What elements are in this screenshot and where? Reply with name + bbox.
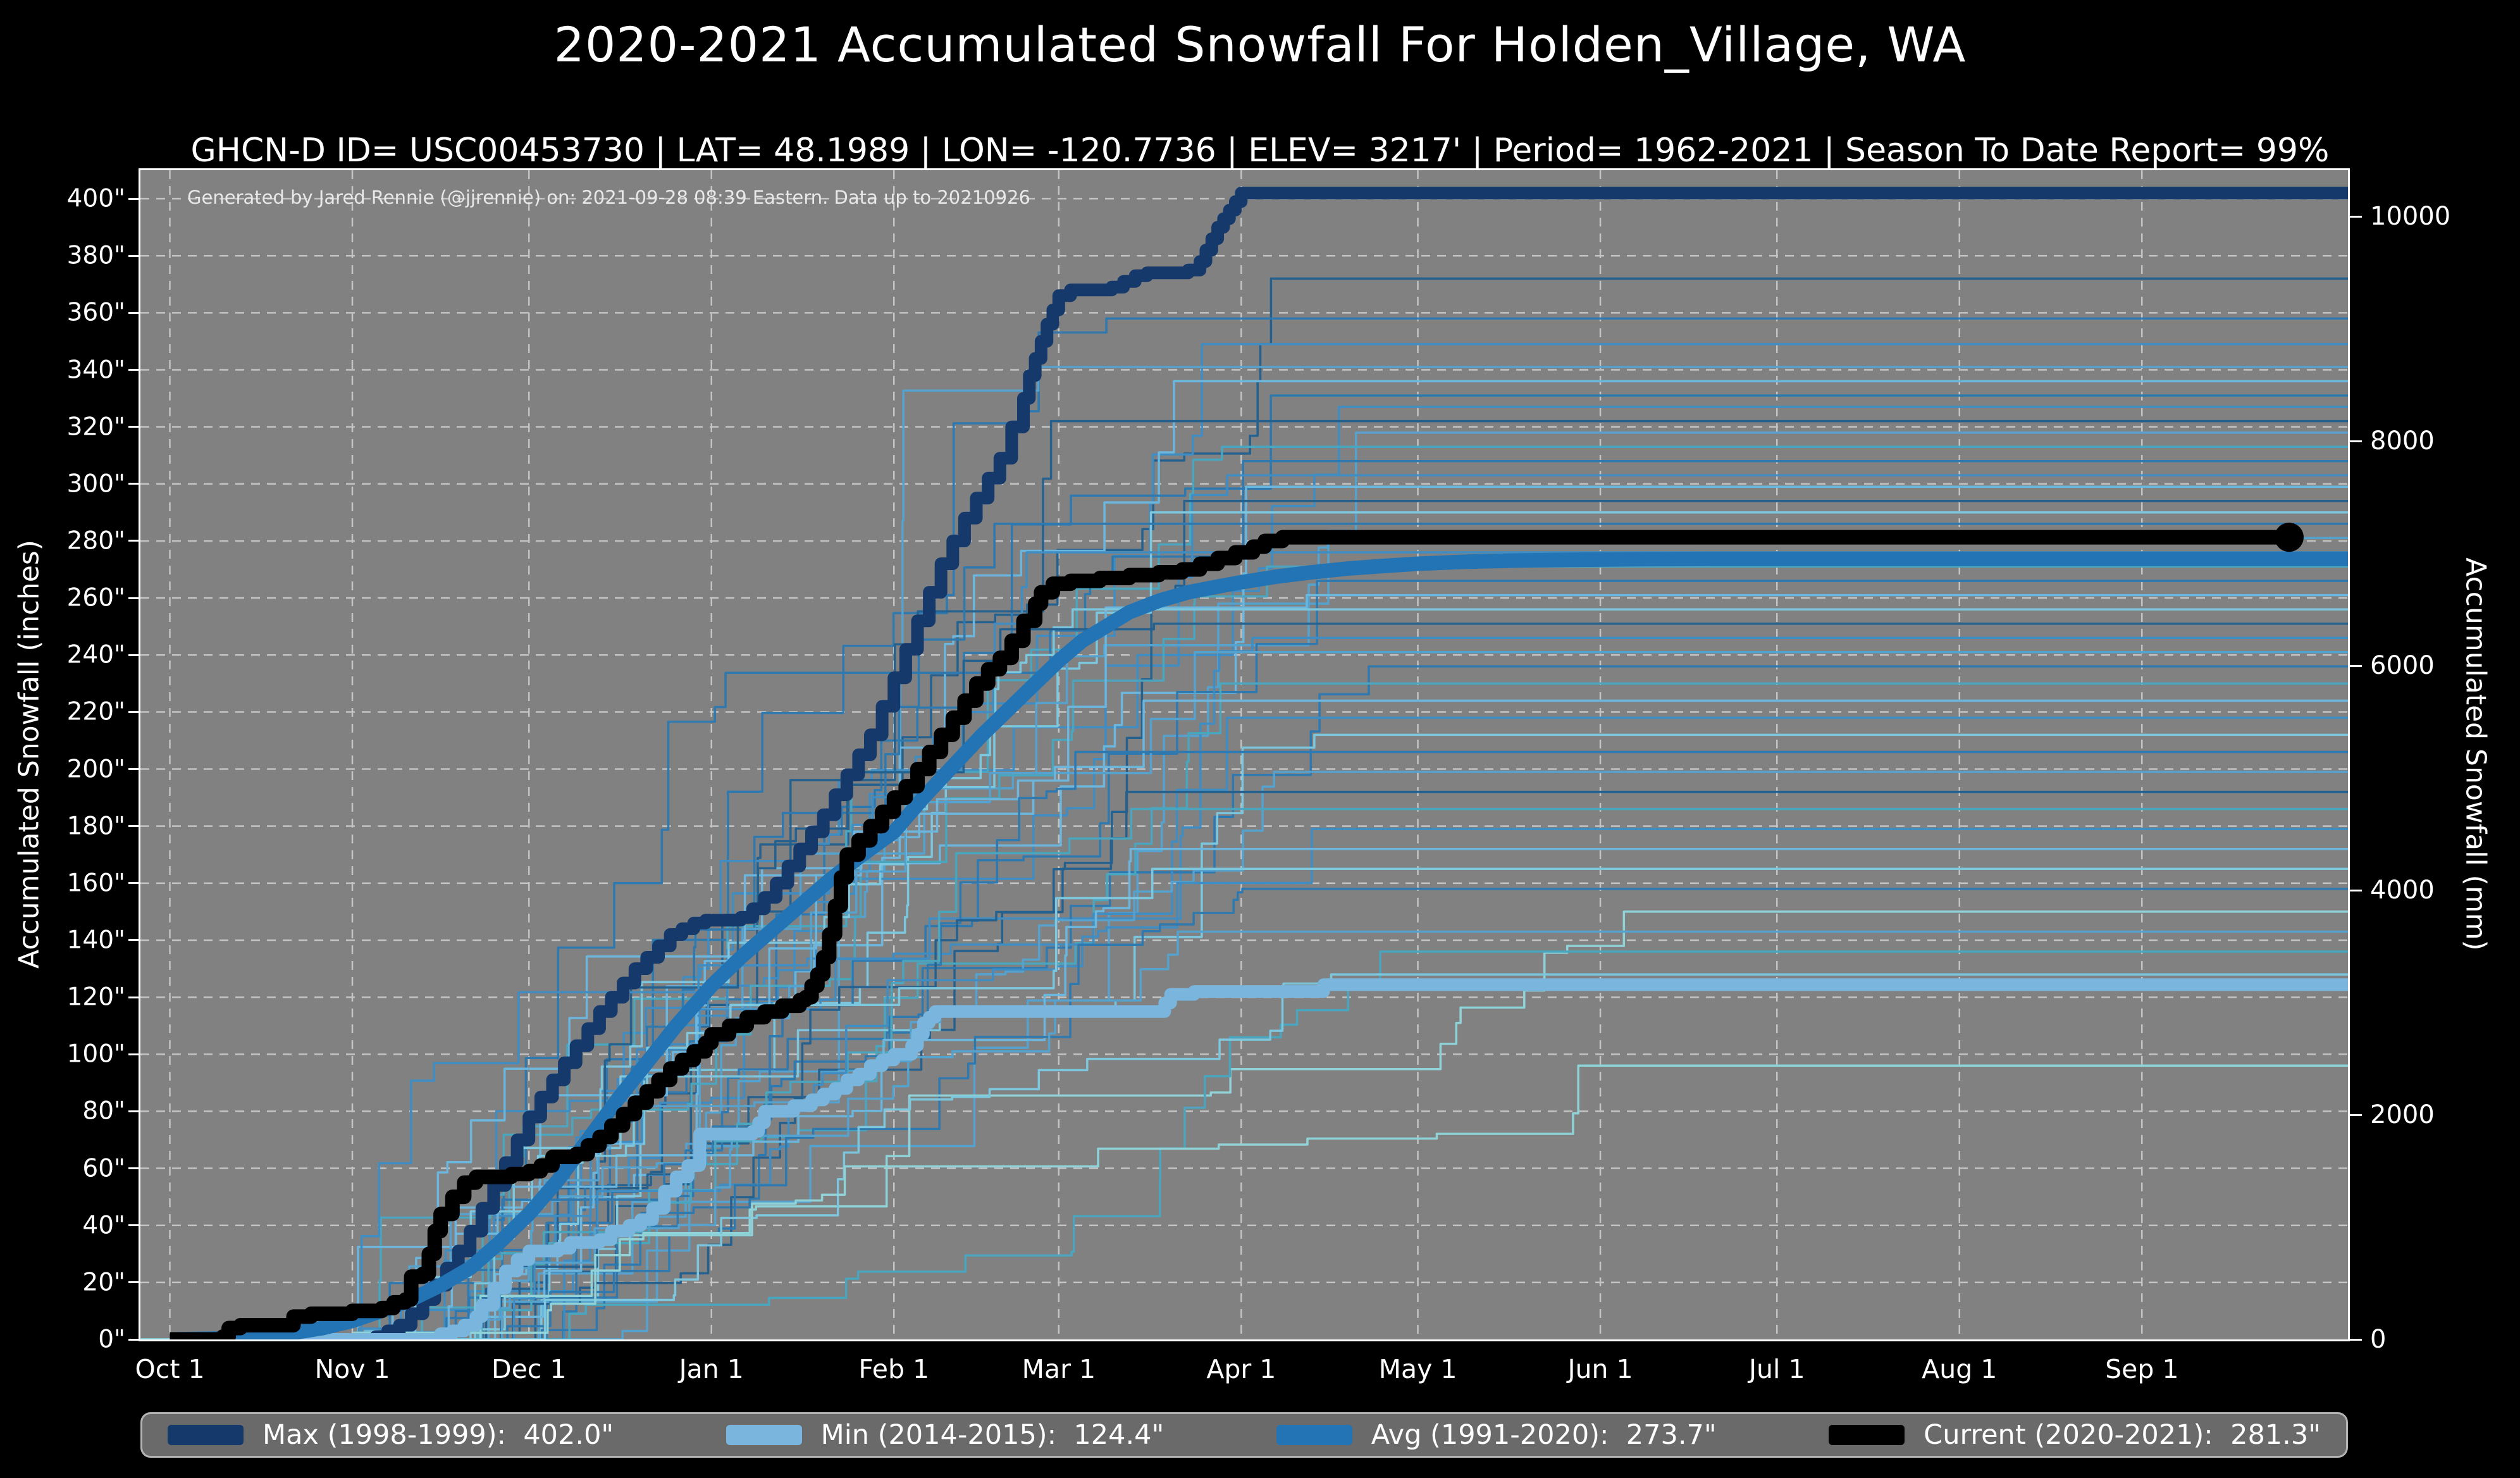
y-right-tick-mark [2350, 889, 2362, 891]
series-line-avg [170, 551, 2348, 1339]
y-right-tick-mark [2350, 440, 2362, 442]
y-right-tick-label: 6000 [2370, 651, 2435, 681]
series-line-current [170, 530, 2289, 1339]
legend-item: Min (2014-2015): 124.4" [726, 1419, 1164, 1451]
y-left-tick-mark [128, 254, 140, 257]
y-left-tick-mark [128, 311, 140, 314]
legend-item: Avg (1991-2020): 273.7" [1276, 1419, 1717, 1451]
y-left-tick-mark [128, 882, 140, 885]
x-tick-label: Apr 1 [1206, 1354, 1276, 1384]
y-left-tick-label: 300" [66, 469, 125, 499]
y-left-tick-mark [128, 597, 140, 599]
y-left-tick-label: 40" [82, 1211, 125, 1240]
series-line-min [170, 978, 2348, 1339]
y-left-tick-mark [128, 1053, 140, 1055]
y-left-tick-label: 60" [82, 1154, 125, 1183]
y-left-tick-label: 20" [82, 1268, 125, 1297]
current-endpoint-dot [2274, 523, 2304, 552]
y-left-tick-label: 260" [66, 583, 125, 612]
x-tick-label: Nov 1 [314, 1354, 390, 1384]
y-left-tick-label: 240" [66, 640, 125, 669]
legend-swatch [1276, 1425, 1352, 1445]
y-left-tick-label: 200" [66, 755, 125, 784]
y-left-tick-label: 120" [66, 983, 125, 1012]
y-left-tick-mark [128, 1281, 140, 1284]
x-tick-label: Aug 1 [1922, 1354, 1998, 1384]
y-left-tick-label: 180" [66, 812, 125, 841]
legend-item: Current (2020-2021): 281.3" [1829, 1419, 2321, 1451]
y-left-tick-mark [128, 825, 140, 828]
y-left-tick-label: 220" [66, 697, 125, 726]
attribution-text: Generated by Jared Rennie (@jjrennie) on… [187, 187, 1030, 208]
y-left-tick-label: 100" [66, 1040, 125, 1069]
x-tick-label: Jan 1 [679, 1354, 744, 1384]
chart-subtitle: GHCN-D ID= USC00453730 | LAT= 48.1989 | … [190, 132, 2330, 170]
y-left-tick-mark [128, 426, 140, 428]
y-right-tick-label: 10000 [2370, 202, 2451, 232]
y-left-tick-mark [128, 369, 140, 371]
y-left-tick-label: 0" [98, 1325, 125, 1354]
plot-canvas [140, 170, 2348, 1339]
x-tick-label: Jul 1 [1748, 1354, 1805, 1384]
series-line-max [170, 187, 2348, 1339]
legend: Max (1998-1999): 402.0" Min (2014-2015): … [140, 1412, 2348, 1458]
y-left-tick-label: 360" [66, 298, 125, 327]
y-right-tick-mark [2350, 215, 2362, 218]
y-left-tick-mark [128, 1167, 140, 1170]
y-left-tick-mark [128, 768, 140, 771]
gridlines [140, 170, 2348, 1339]
x-tick-label: Jun 1 [1567, 1354, 1633, 1384]
y-left-tick-mark [128, 654, 140, 656]
legend-label: Avg (1991-2020): 273.7" [1371, 1419, 1717, 1451]
y-right-tick-mark [2350, 664, 2362, 667]
legend-swatch [726, 1425, 802, 1445]
y-left-tick-label: 140" [66, 926, 125, 955]
plot-area: Generated by Jared Rennie (@jjrennie) on… [139, 168, 2350, 1341]
y-left-tick-label: 160" [66, 869, 125, 898]
y-axis-left-label: Accumulated Snowfall (inches) [13, 540, 46, 969]
legend-item: Max (1998-1999): 402.0" [168, 1419, 614, 1451]
y-left-tick-mark [128, 1224, 140, 1227]
y-left-tick-label: 80" [82, 1096, 125, 1126]
legend-label: Min (2014-2015): 124.4" [820, 1419, 1164, 1451]
y-right-tick-label: 4000 [2370, 876, 2435, 905]
y-left-tick-label: 320" [66, 413, 125, 442]
y-right-tick-label: 2000 [2370, 1100, 2435, 1130]
y-left-tick-label: 380" [66, 241, 125, 270]
x-tick-label: Feb 1 [858, 1354, 930, 1384]
legend-label: Max (1998-1999): 402.0" [262, 1419, 614, 1451]
y-axis-right-label: Accumulated Snowfall (mm) [2459, 557, 2492, 951]
y-left-tick-mark [128, 996, 140, 998]
y-left-tick-mark [128, 711, 140, 713]
y-left-tick-mark [128, 939, 140, 941]
y-right-tick-label: 0 [2370, 1325, 2387, 1354]
y-left-tick-mark [128, 1110, 140, 1112]
legend-label: Current (2020-2021): 281.3" [1924, 1419, 2321, 1451]
x-tick-label: Oct 1 [135, 1354, 205, 1384]
y-left-tick-mark [128, 1338, 140, 1341]
y-left-tick-label: 280" [66, 526, 125, 556]
x-tick-label: May 1 [1378, 1354, 1457, 1384]
legend-swatch [168, 1425, 244, 1445]
y-left-tick-mark [128, 483, 140, 485]
y-left-tick-mark [128, 540, 140, 542]
x-tick-label: Dec 1 [491, 1354, 567, 1384]
chart-title: 2020-2021 Accumulated Snowfall For Holde… [553, 16, 1967, 73]
y-left-tick-label: 340" [66, 356, 125, 384]
y-right-tick-label: 8000 [2370, 426, 2435, 456]
x-tick-label: Sep 1 [2105, 1354, 2179, 1384]
y-left-tick-mark [128, 197, 140, 200]
y-left-tick-label: 400" [66, 184, 125, 213]
y-right-tick-mark [2350, 1338, 2362, 1341]
legend-swatch [1829, 1425, 1905, 1445]
x-tick-label: Mar 1 [1022, 1354, 1096, 1384]
y-right-tick-mark [2350, 1114, 2362, 1116]
